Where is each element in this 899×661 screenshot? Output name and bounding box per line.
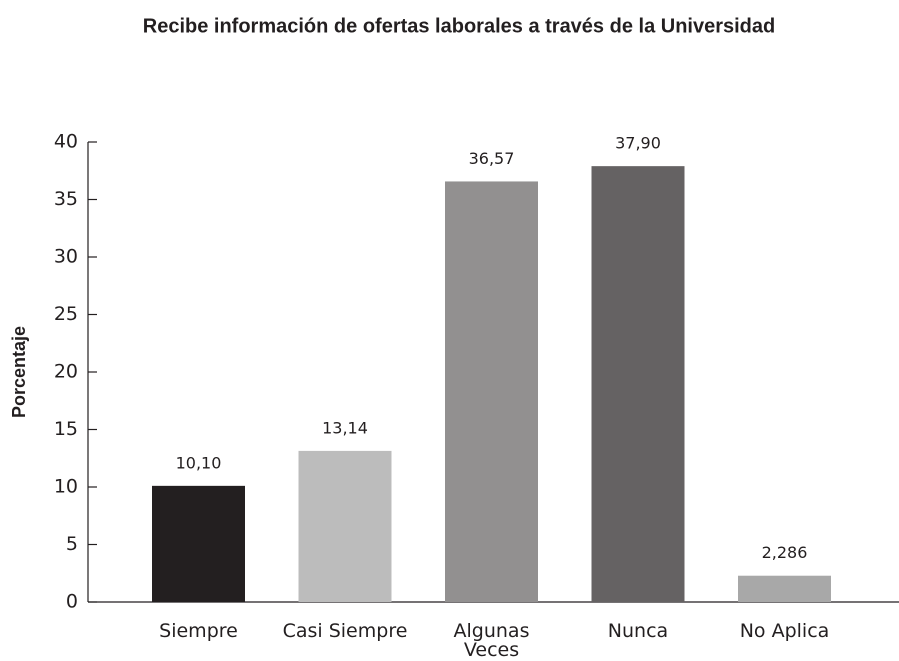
bar <box>152 485 245 602</box>
value-label: 10,10 <box>176 453 222 472</box>
bar <box>445 181 538 602</box>
value-label: 2,286 <box>762 543 808 562</box>
y-tick-label: 20 <box>54 361 78 383</box>
y-tick-label: 15 <box>54 418 78 440</box>
chart-title: Recibe información de ofertas laborales … <box>143 15 775 37</box>
y-tick-label: 5 <box>66 533 78 555</box>
value-label: 13,14 <box>322 418 368 437</box>
y-tick-label: 10 <box>54 476 78 498</box>
x-tick-label: Casi Siempre <box>283 620 408 642</box>
x-tick-label: Algunas Veces <box>454 620 530 661</box>
x-tick-label: Siempre <box>159 620 238 642</box>
bar <box>298 450 392 602</box>
y-tick-label: 35 <box>54 188 78 210</box>
y-tick-label: 40 <box>54 131 78 153</box>
bar <box>591 166 685 602</box>
y-tick-label: 25 <box>54 303 78 325</box>
y-axis-label: Porcentaje <box>9 326 29 418</box>
bar <box>738 575 831 602</box>
x-tick-label: Nunca <box>608 620 668 642</box>
y-tick-label: 30 <box>54 246 78 268</box>
y-tick-label: 0 <box>66 591 78 613</box>
value-label: 37,90 <box>615 134 661 153</box>
value-label: 36,57 <box>469 149 515 168</box>
x-tick-label: No Aplica <box>740 620 830 642</box>
